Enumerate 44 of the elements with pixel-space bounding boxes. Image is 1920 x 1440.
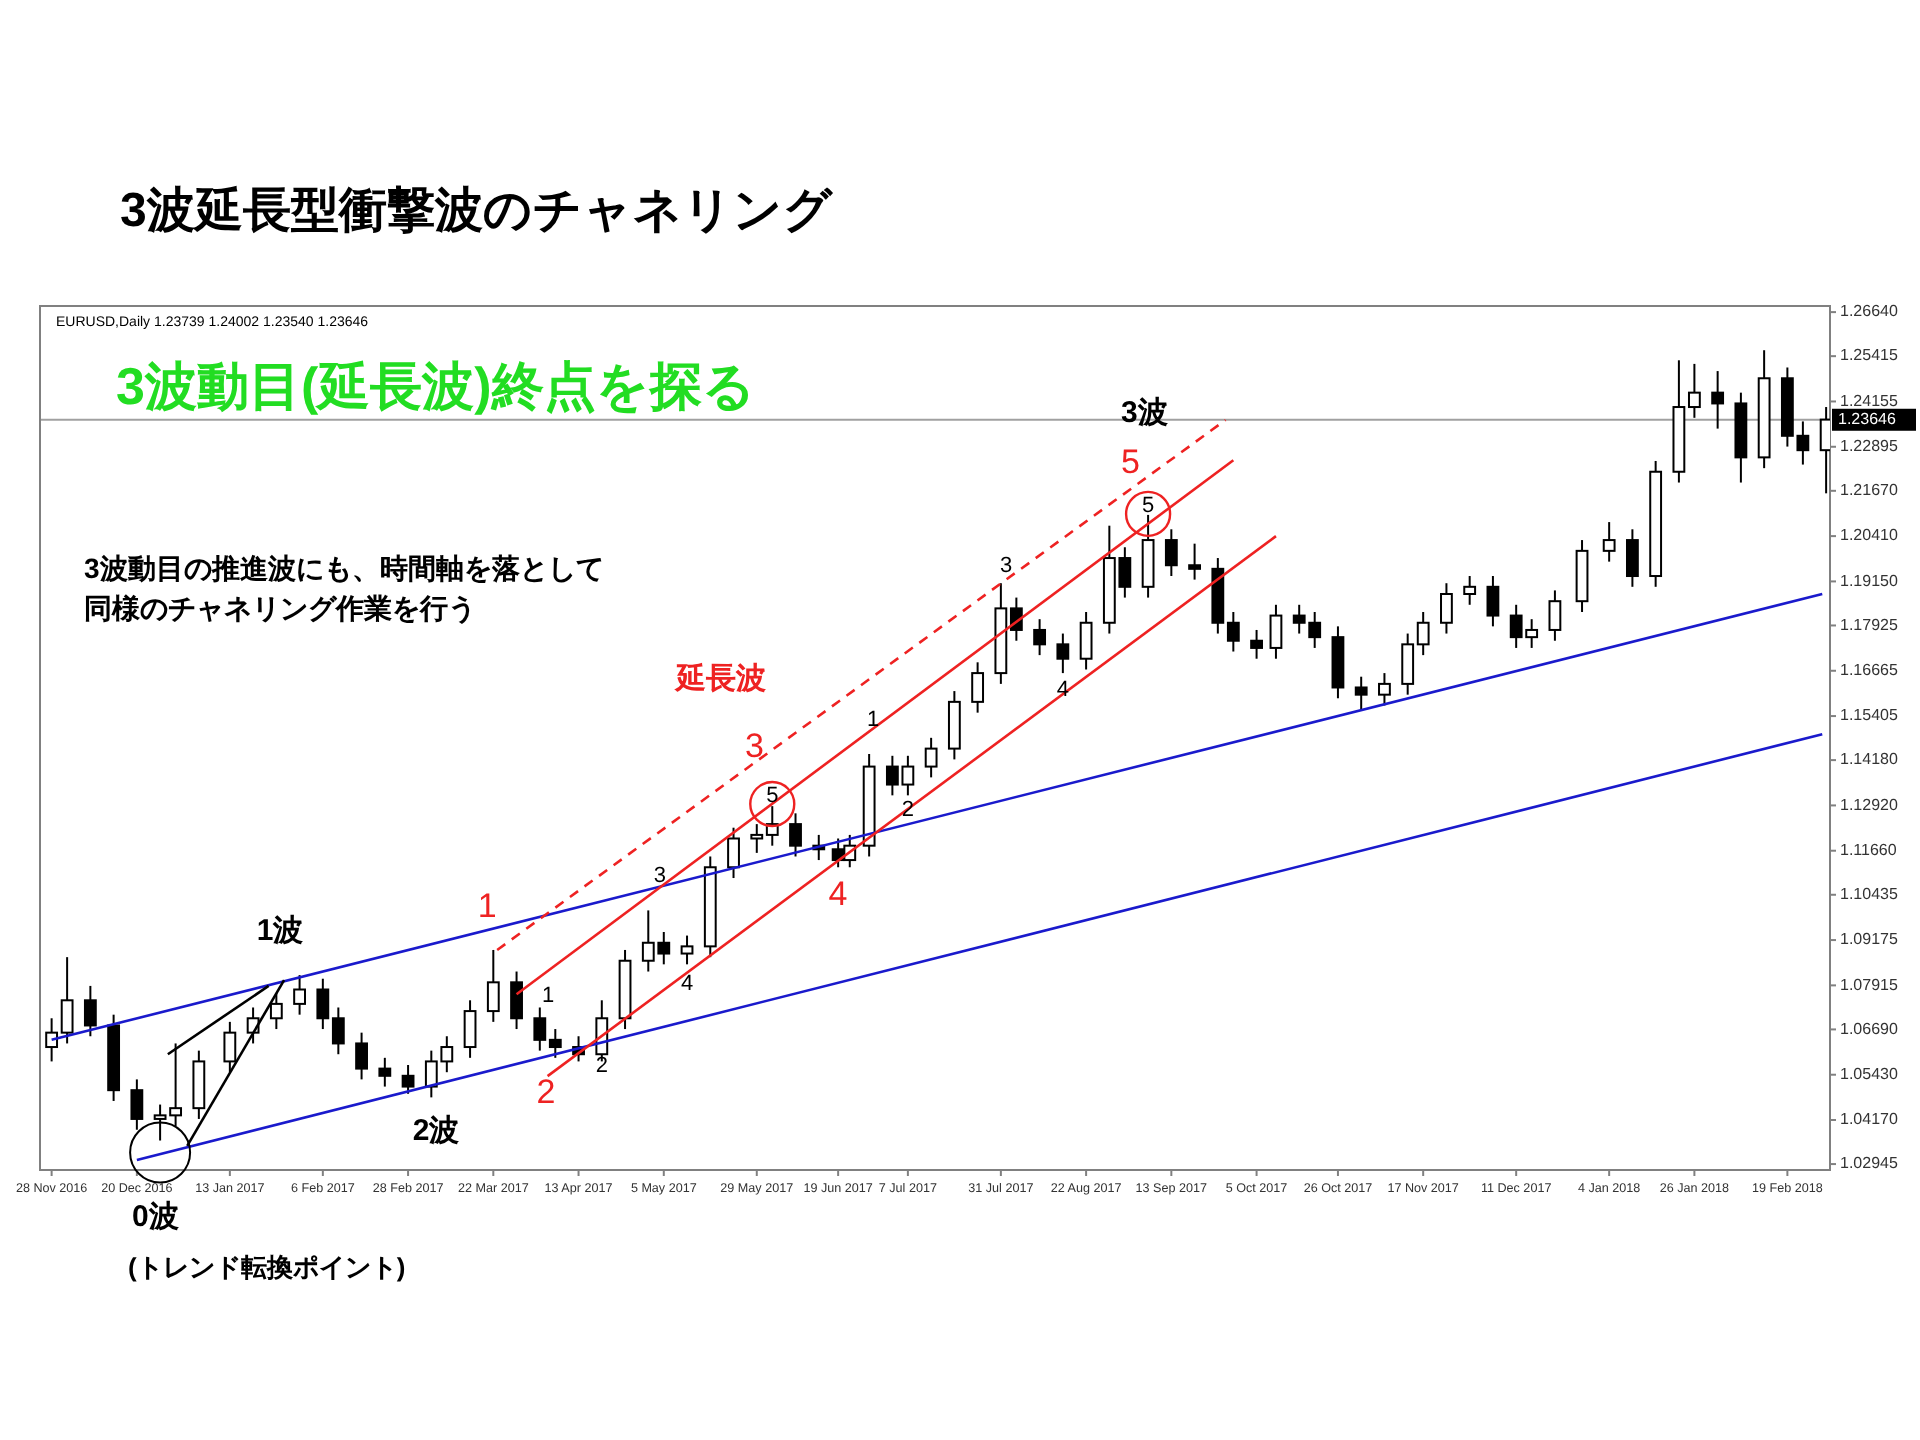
annotation: 3 [745,727,764,766]
y-tick-label: 1.09175 [1840,930,1899,949]
y-tick-label: 1.11660 [1840,840,1898,859]
text: 0波 [132,1200,179,1234]
y-tick-label: 1.02945 [1840,1154,1899,1173]
annotation: 5 [1120,443,1140,482]
y-tick-label: 1.10435 [1840,884,1899,903]
y-tick-label: 1.24155 [1840,391,1899,410]
y-tick-label: 1.17925 [1840,615,1899,634]
y-tick-label: 1.05430 [1840,1064,1899,1083]
annotation: 2 [536,1072,556,1111]
y-tick-label: 1.04170 [1840,1110,1899,1129]
annotation: 1 [477,887,497,926]
annotation: 1波 [256,913,304,948]
annotation: 2波 [412,1113,460,1148]
annotation: 5 [766,783,779,808]
annotation: 同様のチャネリング作業を行う [84,592,476,626]
annotation: 1 [866,708,880,733]
y-tick-label: 1.07915 [1840,975,1899,994]
annotation: 5 [1141,493,1155,518]
y-tick-label: 1.22895 [1840,436,1899,455]
y-tick-label: 1.06690 [1840,1019,1899,1038]
y-tick-label: 1.20410 [1840,526,1899,545]
annotation: 4 [680,971,694,996]
annotation: 3 [653,863,667,888]
y-tick-label: 1.14180 [1840,750,1899,769]
annotation: 3波動目の推進波にも、時間軸を落として [84,552,604,584]
y-tick-label: 1.12920 [1840,795,1899,814]
chart-title: 3波延長型衝撃波のチャネリング [120,184,835,238]
y-tick-label: 1.16665 [1840,660,1899,679]
annotation: 1 [541,983,555,1008]
annotation: 3波動目(延長波)終点を探る [116,356,756,416]
annotation: 2 [595,1053,608,1078]
annotation: 3波 [1120,395,1168,430]
annotation: 3 [999,553,1013,578]
annotation: 4 [828,874,848,913]
y-tick-label: 1.19150 [1840,571,1899,590]
ref-line-label: 1.23646 [1838,409,1897,428]
y-tick-label: 1.21670 [1840,481,1899,500]
y-tick-label: 1.26640 [1840,302,1899,321]
y-tick-label: 1.25415 [1840,346,1899,365]
y-tick-label: 1.15405 [1840,706,1899,725]
annotation: 延長波 [674,662,766,696]
text: (トレンド転換ポイント) [128,1252,406,1282]
